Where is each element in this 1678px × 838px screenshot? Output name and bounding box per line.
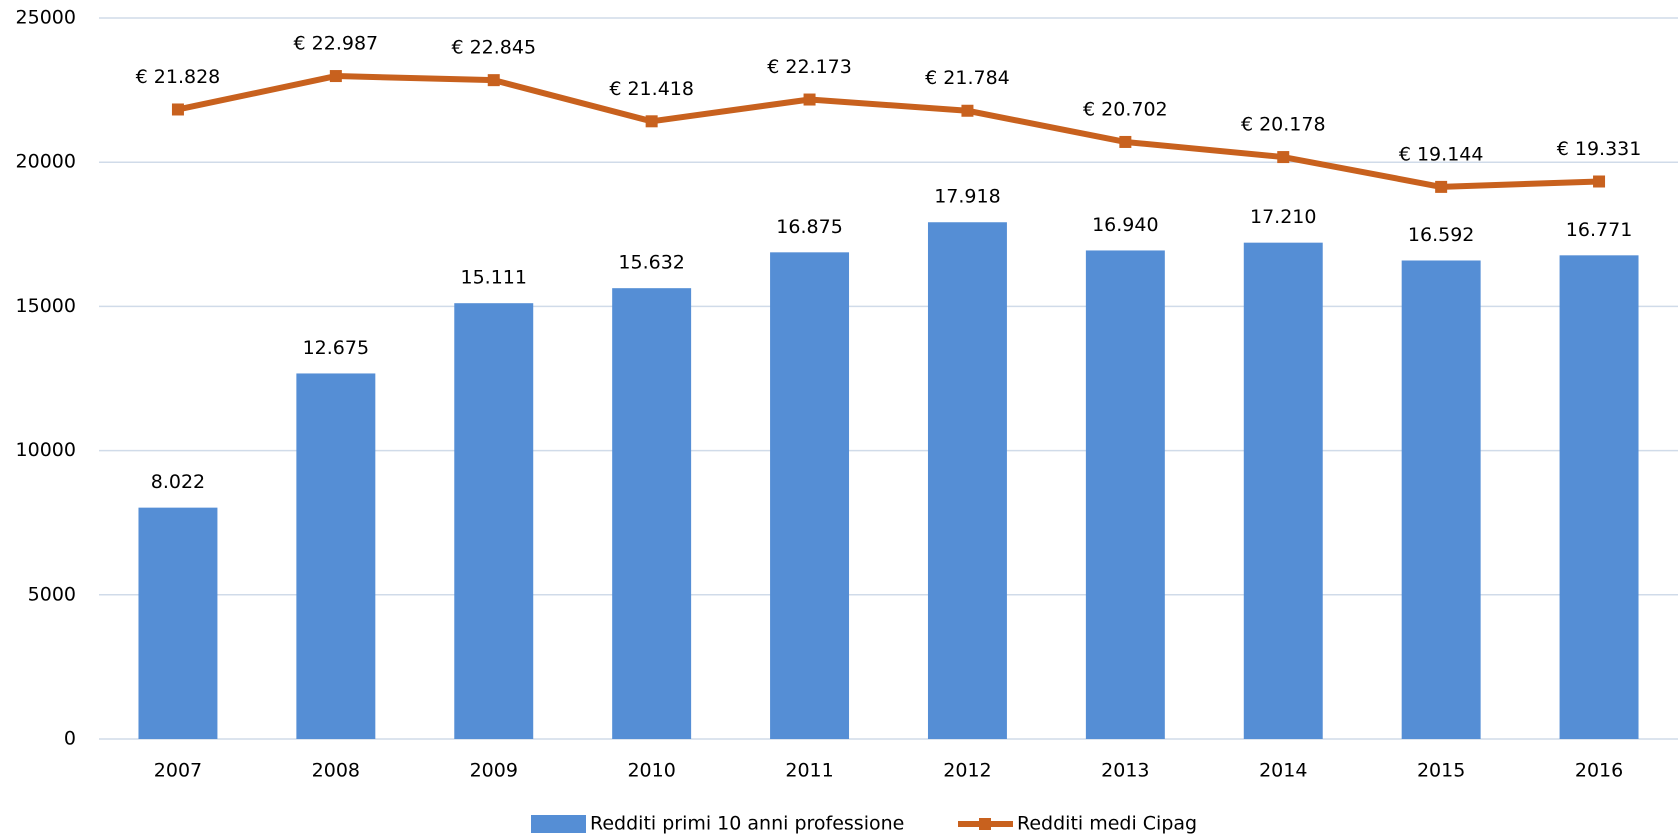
data-label: € 22.987 (294, 33, 379, 55)
data-label: € 21.784 (925, 67, 1010, 89)
bar (138, 507, 218, 739)
line-marker (487, 74, 500, 87)
x-tick-label: 2016 (1575, 760, 1623, 782)
x-tick-label: 2010 (627, 760, 675, 782)
data-label: 8.022 (151, 471, 205, 493)
bar (1243, 242, 1323, 739)
bar (612, 288, 692, 739)
data-label: 17.918 (934, 186, 1000, 208)
y-tick-label: 5000 (28, 583, 76, 605)
bar (770, 252, 850, 739)
y-tick-label: 10000 (16, 439, 76, 461)
bar (296, 373, 376, 739)
bar (1401, 260, 1481, 739)
bar (1085, 250, 1165, 740)
x-tick-label: 2013 (1101, 760, 1149, 782)
y-tick-label: 20000 (16, 151, 76, 173)
line-marker (171, 103, 184, 116)
data-label: 16.592 (1408, 224, 1474, 246)
x-tick-label: 2012 (943, 760, 991, 782)
x-tick-label: 2008 (312, 760, 360, 782)
data-label: 16.940 (1092, 214, 1158, 236)
data-label: 12.675 (303, 337, 369, 359)
legend-swatch-marker (979, 818, 991, 830)
x-tick-label: 2014 (1259, 760, 1307, 782)
data-label: € 22.173 (767, 56, 852, 78)
line-marker (1277, 151, 1290, 164)
data-label: € 20.178 (1241, 114, 1326, 136)
y-tick-label: 0 (64, 728, 76, 750)
x-tick-label: 2009 (470, 760, 518, 782)
line-marker (329, 70, 342, 83)
data-label: € 19.144 (1399, 143, 1484, 165)
line-marker (645, 115, 658, 128)
bar (1559, 255, 1639, 740)
x-tick-label: 2007 (154, 760, 202, 782)
legend-swatch (531, 815, 586, 833)
line-marker (1593, 175, 1606, 188)
line-marker (803, 93, 816, 106)
data-label: 15.111 (461, 267, 527, 289)
line-marker (1435, 180, 1448, 193)
data-label: 16.771 (1566, 219, 1632, 241)
x-tick-label: 2011 (785, 760, 833, 782)
data-label: € 19.331 (1557, 138, 1642, 160)
data-label: € 21.828 (136, 66, 221, 88)
data-label: 17.210 (1250, 206, 1316, 228)
line (177, 73, 1600, 190)
bar (927, 222, 1007, 739)
legend-label: Redditi primi 10 anni professione (590, 813, 904, 835)
y-tick-label: 25000 (16, 7, 76, 29)
data-label: 16.875 (776, 216, 842, 238)
legend-label: Redditi medi Cipag (1017, 813, 1197, 835)
data-label: € 21.418 (609, 78, 694, 100)
bar (454, 303, 534, 739)
line-marker (961, 104, 974, 117)
data-label: € 22.845 (451, 37, 536, 59)
data-label: € 20.702 (1083, 98, 1168, 120)
line-marker (1119, 135, 1132, 148)
x-tick-label: 2015 (1417, 760, 1465, 782)
data-label: 15.632 (618, 252, 684, 274)
y-tick-label: 15000 (16, 295, 76, 317)
